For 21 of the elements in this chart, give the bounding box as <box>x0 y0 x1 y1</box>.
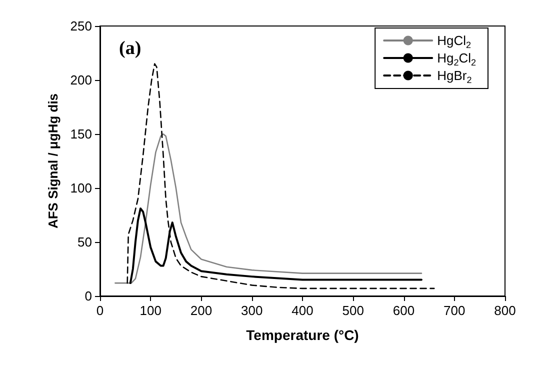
x-tick-label: 200 <box>190 303 212 318</box>
y-tick-label: 100 <box>70 180 92 196</box>
x-tick-label: 400 <box>292 303 314 318</box>
y-axis-title: AFS Signal / μgHg dis <box>45 93 60 229</box>
line-series <box>129 208 422 284</box>
y-tick-label: 0 <box>84 288 92 304</box>
x-tick-label: 800 <box>494 303 516 318</box>
x-tick-label: 600 <box>392 303 415 318</box>
y-tick-label: 250 <box>70 18 92 34</box>
x-tick-label: 0 <box>96 303 104 318</box>
x-tick-label: 700 <box>444 303 466 318</box>
annotation: (a) <box>119 38 142 59</box>
x-tick-label: 100 <box>140 303 162 318</box>
y-tick-label: 200 <box>70 72 92 88</box>
x-tick-label: 500 <box>342 303 364 318</box>
line-series <box>126 63 435 290</box>
y-tick-label: 50 <box>78 234 92 250</box>
y-tick-label: 150 <box>70 126 92 142</box>
x-tick-label: 300 <box>241 303 263 318</box>
x-axis-title: Temperature (°C) <box>246 327 359 343</box>
line-series <box>114 133 422 284</box>
